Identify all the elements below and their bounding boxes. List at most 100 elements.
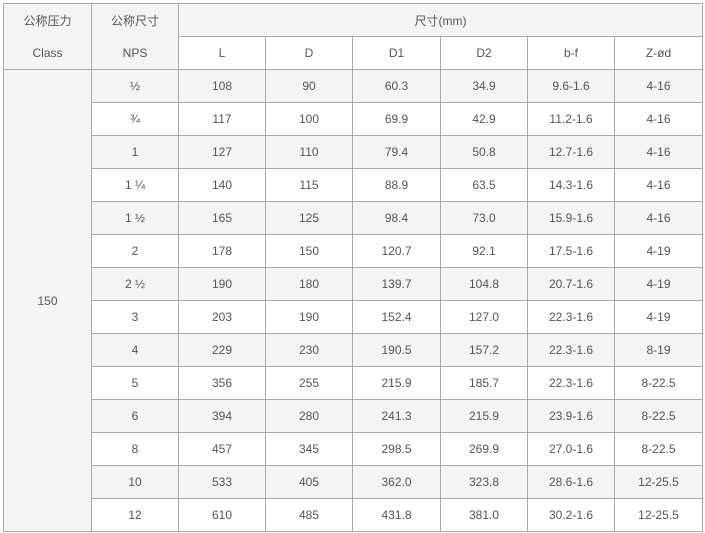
value-cell: 15.9-1.6 [527, 201, 615, 235]
nps-cell: 1 [91, 135, 179, 169]
value-cell: 17.5-1.6 [527, 234, 615, 268]
value-cell: 457 [178, 432, 266, 466]
table-row: ¾ 117 100 69.9 42.9 11.2-1.6 4-16 [4, 102, 703, 136]
column-header-d: D [265, 36, 353, 70]
value-cell: 30.2-1.6 [527, 498, 615, 532]
nps-cell: 1 ¼ [91, 168, 179, 202]
value-cell: 298.5 [352, 432, 441, 466]
value-cell: 150 [265, 234, 353, 268]
value-cell: 178 [178, 234, 266, 268]
nps-cell: 10 [91, 465, 179, 499]
value-cell: 405 [265, 465, 353, 499]
value-cell: 8-22.5 [614, 399, 703, 433]
nps-header: 公称尺寸 NPS [91, 3, 179, 70]
value-cell: 9.6-1.6 [527, 69, 615, 103]
value-cell: 117 [178, 102, 266, 136]
value-cell: 8-19 [614, 333, 703, 367]
value-cell: 215.9 [440, 399, 528, 433]
value-cell: 104.8 [440, 267, 528, 301]
value-cell: 431.8 [352, 498, 441, 532]
value-cell: 98.4 [352, 201, 441, 235]
value-cell: 4-19 [614, 234, 703, 268]
table-row: 1 127 110 79.4 50.8 12.7-1.6 4-16 [4, 135, 703, 169]
value-cell: 34.9 [440, 69, 528, 103]
value-cell: 8-22.5 [614, 432, 703, 466]
value-cell: 157.2 [440, 333, 528, 367]
value-cell: 100 [265, 102, 353, 136]
value-cell: 4-19 [614, 300, 703, 334]
value-cell: 381.0 [440, 498, 528, 532]
value-cell: 4-16 [614, 201, 703, 235]
value-cell: 323.8 [440, 465, 528, 499]
value-cell: 165 [178, 201, 266, 235]
column-header-d1: D1 [352, 36, 441, 70]
value-cell: 610 [178, 498, 266, 532]
value-cell: 139.7 [352, 267, 441, 301]
value-cell: 190 [178, 267, 266, 301]
nps-cell: 4 [91, 333, 179, 367]
value-cell: 110 [265, 135, 353, 169]
value-cell: 345 [265, 432, 353, 466]
table-row: 1 ¼ 140 115 88.9 63.5 14.3-1.6 4-16 [4, 168, 703, 202]
table-row: 4 229 230 190.5 157.2 22.3-1.6 8-19 [4, 333, 703, 367]
value-cell: 4-16 [614, 135, 703, 169]
value-cell: 190 [265, 300, 353, 334]
value-cell: 115 [265, 168, 353, 202]
nps-cell: 2 [91, 234, 179, 268]
nps-cell: ½ [91, 69, 179, 103]
value-cell: 140 [178, 168, 266, 202]
nps-cell: 12 [91, 498, 179, 532]
value-cell: 120.7 [352, 234, 441, 268]
value-cell: 22.3-1.6 [527, 300, 615, 334]
value-cell: 280 [265, 399, 353, 433]
value-cell: 22.3-1.6 [527, 333, 615, 367]
value-cell: 230 [265, 333, 353, 367]
flange-dimensions-table: 公称压力 Class 公称尺寸 NPS 尺寸(mm) L D D1 D2 b-f Z-ød… [3, 3, 703, 532]
nps-cell: 5 [91, 366, 179, 400]
value-cell: 73.0 [440, 201, 528, 235]
value-cell: 28.6-1.6 [527, 465, 615, 499]
table-row: 3 203 190 152.4 127.0 22.3-1.6 4-19 [4, 300, 703, 334]
value-cell: 533 [178, 465, 266, 499]
nps-header-en: NPS [122, 45, 148, 60]
value-cell: 4-19 [614, 267, 703, 301]
class-header-cn: 公称压力 [23, 13, 72, 28]
value-cell: 23.9-1.6 [527, 399, 615, 433]
value-cell: 394 [178, 399, 266, 433]
table-row: 12 610 485 431.8 381.0 30.2-1.6 12-25.5 [4, 498, 703, 532]
value-cell: 20.7-1.6 [527, 267, 615, 301]
value-cell: 4-16 [614, 168, 703, 202]
class-header-en: Class [32, 45, 63, 60]
value-cell: 127 [178, 135, 266, 169]
value-cell: 362.0 [352, 465, 441, 499]
value-cell: 485 [265, 498, 353, 532]
dimensions-group-header: 尺寸(mm) [178, 3, 703, 37]
table-row: 1 ½ 165 125 98.4 73.0 15.9-1.6 4-16 [4, 201, 703, 235]
column-header-z-d: Z-ød [614, 36, 703, 70]
value-cell: 12-25.5 [614, 498, 703, 532]
nps-cell: 3 [91, 300, 179, 334]
column-header-b-f: b-f [527, 36, 615, 70]
value-cell: 14.3-1.6 [527, 168, 615, 202]
table-row: 150 ½ 108 90 60.3 34.9 9.6-1.6 4-16 [3, 69, 703, 532]
column-header-l: L [178, 36, 266, 70]
value-cell: 50.8 [440, 135, 528, 169]
value-cell: 190.5 [352, 333, 441, 367]
value-cell: 69.9 [352, 102, 441, 136]
nps-cell: 8 [91, 432, 179, 466]
value-cell: 63.5 [440, 168, 528, 202]
value-cell: 11.2-1.6 [527, 102, 615, 136]
value-cell: 12.7-1.6 [527, 135, 615, 169]
value-cell: 125 [265, 201, 353, 235]
value-cell: 12-25.5 [614, 465, 703, 499]
table-row: 5 356 255 215.9 185.7 22.3-1.6 8-22.5 [4, 366, 703, 400]
table-row: 8 457 345 298.5 269.9 27.0-1.6 8-22.5 [4, 432, 703, 466]
value-cell: 269.9 [440, 432, 528, 466]
value-cell: 127.0 [440, 300, 528, 334]
value-cell: 27.0-1.6 [527, 432, 615, 466]
value-cell: 229 [178, 333, 266, 367]
value-cell: 185.7 [440, 366, 528, 400]
value-cell: 92.1 [440, 234, 528, 268]
value-cell: 8-22.5 [614, 366, 703, 400]
value-cell: 203 [178, 300, 266, 334]
